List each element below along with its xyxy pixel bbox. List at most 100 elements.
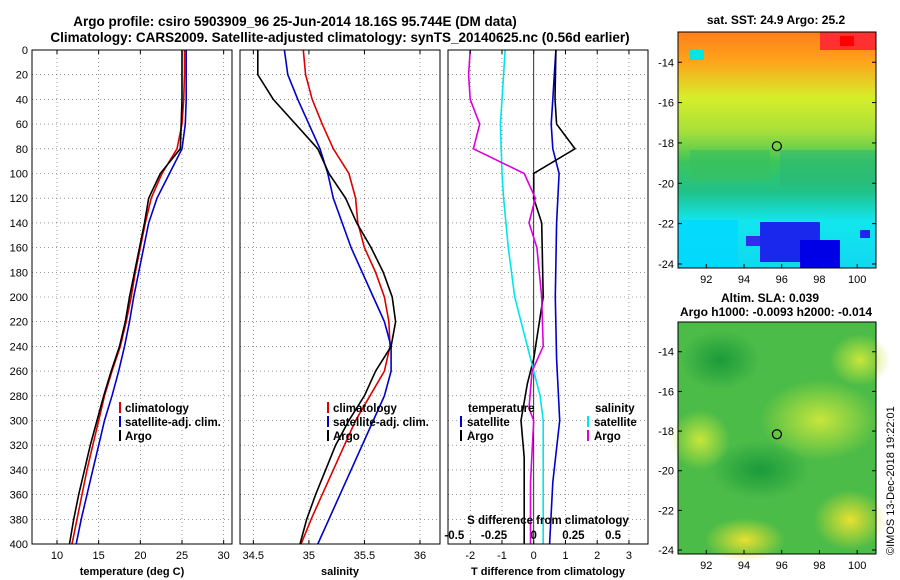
sla-map-frame: [677, 321, 877, 555]
sla_map-ytick-label: -24: [658, 545, 674, 557]
diff-legend-left-label: Argo: [467, 431, 494, 443]
depth-tick-label: 40: [16, 94, 28, 106]
depth-tick-label: 240: [10, 341, 28, 353]
sla_map-xtick-label: 94: [738, 560, 750, 572]
diff-frame: [447, 49, 649, 545]
temp-frame: [31, 49, 233, 545]
temp-xlabel: temperature (deg C): [80, 566, 185, 578]
temp-legend-label: satellite-adj. clim.: [125, 417, 221, 429]
temp-xtick-label: 30: [218, 550, 230, 562]
sla_map-ytick-label: -16: [658, 386, 674, 398]
diff-xtick-label: -1: [497, 550, 507, 562]
depth-tick-label: 260: [10, 366, 28, 378]
diff-series: [467, 50, 577, 544]
imos-credit: ©IMOS 13-Dec-2018 19:22:01: [885, 406, 897, 555]
depth-tick-label: 380: [10, 514, 28, 526]
sal-xtick-label: 35.5: [354, 550, 375, 562]
sla_map-ytick-label: -14: [658, 347, 674, 359]
sal-xlabel: salinity: [321, 566, 360, 578]
temp-line-satellite-adj-clim-: [75, 50, 187, 544]
sal-xtick-label: 35: [303, 550, 315, 562]
temperature-panel: 0 20 40 60 80 100 120 140 160 180 200 220 240 260 280 3…: [10, 45, 233, 578]
diff-legend: temperature satellite Argo salinity satellit…: [444, 403, 636, 542]
diff-legend-right-label: satellite: [594, 417, 637, 429]
depth-tick-label: 400: [10, 539, 28, 551]
depth-tick-label: 300: [10, 416, 28, 428]
sal-legend-label: climatology: [333, 403, 398, 415]
sal-line-satellite-adj-clim-: [283, 50, 392, 544]
depth-tick-label: 120: [10, 193, 28, 205]
sst_map-xtick-label: 98: [813, 274, 825, 286]
diff-xtick-label: 2: [594, 550, 600, 562]
diff-xtick-label: 0: [531, 550, 537, 562]
sst_map-ytick-label: -24: [658, 259, 674, 271]
sal-grid: [240, 49, 440, 545]
sal-legend-label: Argo: [333, 431, 360, 443]
temp-legend-label: climatology: [125, 403, 190, 415]
sst-map-field: [678, 32, 876, 268]
temp-xtick-label: 20: [134, 550, 146, 562]
depth-tick-label: 200: [10, 292, 28, 304]
diff-legend-left-label: satellite: [467, 417, 510, 429]
diff-xtick-top-label: 0: [531, 530, 537, 542]
diff-legend-right-title: salinity: [595, 403, 635, 415]
temp-line-argo: [68, 50, 183, 544]
depth-tick-label: 60: [16, 119, 28, 131]
sla_map-ytick-label: -18: [658, 426, 674, 438]
depth-tick-label: 20: [16, 70, 28, 82]
figure-title-line1: Argo profile: csiro 5903909_96 25-Jun-20…: [73, 14, 516, 29]
sst_map-argo-marker: [771, 141, 782, 152]
sla_map-argo-marker: [771, 429, 782, 440]
sst-map-title: sat. SST: 24.9 Argo: 25.2: [707, 13, 846, 27]
depth-tick-label: 0: [22, 45, 28, 57]
sst-map-frame: [677, 31, 877, 269]
temp-xtick-label: 15: [93, 550, 105, 562]
diff-line-t-argo: [520, 50, 577, 544]
depth-axis: 0 20 40 60 80 100 120 140 160 180 200 220 240 260 280 3…: [10, 45, 28, 551]
sst_map-xtick-label: 96: [776, 274, 788, 286]
figure-title-line2: Climatology: CARS2009. Satellite-adjuste…: [50, 30, 629, 45]
diff-legend-right-label: Argo: [594, 431, 621, 443]
diff-xtick-top-label: -0.25: [481, 530, 508, 542]
sal-series: [256, 50, 397, 544]
diff-xtick-label: 3: [626, 550, 632, 562]
diff-xtick-top-label: -0.5: [444, 530, 464, 542]
sla-map-panel: Altim. SLA: 0.039 Argo h1000: -0.0093 h2…: [658, 291, 890, 572]
diff-line-t-satellite: [548, 50, 561, 544]
depth-tick-label: 360: [10, 490, 28, 502]
depth-tick-label: 280: [10, 391, 28, 403]
depth-tick-label: 140: [10, 218, 28, 230]
sla_map-xtick-label: 100: [848, 560, 866, 572]
diff-xtick-label: 1: [562, 550, 568, 562]
diff-legend-left-title: temperature: [468, 403, 534, 415]
sal-legend-label: satellite-adj. clim.: [333, 417, 429, 429]
sst-map-axes: 92 94 96 98 100 -14 -16 -18 -20 -22 -24: [658, 57, 876, 286]
sal-xtick-label: 36: [414, 550, 426, 562]
sla-map-axes: 92 94 96 98 100 -14 -16 -18 -20 -22 -24: [658, 347, 876, 572]
sst_map-ytick-label: -20: [658, 178, 674, 190]
diff-xtick-label: -2: [465, 550, 475, 562]
depth-tick-label: 320: [10, 440, 28, 452]
sla-map-field: [670, 322, 890, 562]
sst_map-ytick-label: -14: [658, 57, 674, 69]
difference-panel: -2 -1 0 1 2 3T difference from climatology tem…: [444, 49, 649, 578]
diff-line-s-argo: [467, 50, 545, 544]
depth-tick-label: 180: [10, 267, 28, 279]
temp-xtick-label: 25: [176, 550, 188, 562]
sla_map-ytick-label: -20: [658, 466, 674, 478]
diff-grid: [448, 49, 648, 545]
sal-frame: [239, 49, 441, 545]
diff-xlabel: T difference from climatology: [471, 566, 626, 578]
diff-xlabel-top: S difference from climatology: [467, 515, 629, 527]
sla_map-xtick-label: 98: [813, 560, 825, 572]
depth-tick-label: 340: [10, 465, 28, 477]
sst_map-xtick-label: 100: [848, 274, 866, 286]
temp-legend: climatology satellite-adj. clim. Argo: [119, 402, 221, 443]
sla_map-xtick-label: 92: [700, 560, 712, 572]
sla_map-ytick-label: -22: [658, 505, 674, 517]
depth-tick-label: 100: [10, 169, 28, 181]
sla-map-title: Altim. SLA: 0.039: [721, 291, 819, 305]
diff-xtick-top-label: 0.5: [605, 530, 622, 542]
sal-line-argo: [256, 50, 397, 544]
sst_map-ytick-label: -18: [658, 138, 674, 150]
